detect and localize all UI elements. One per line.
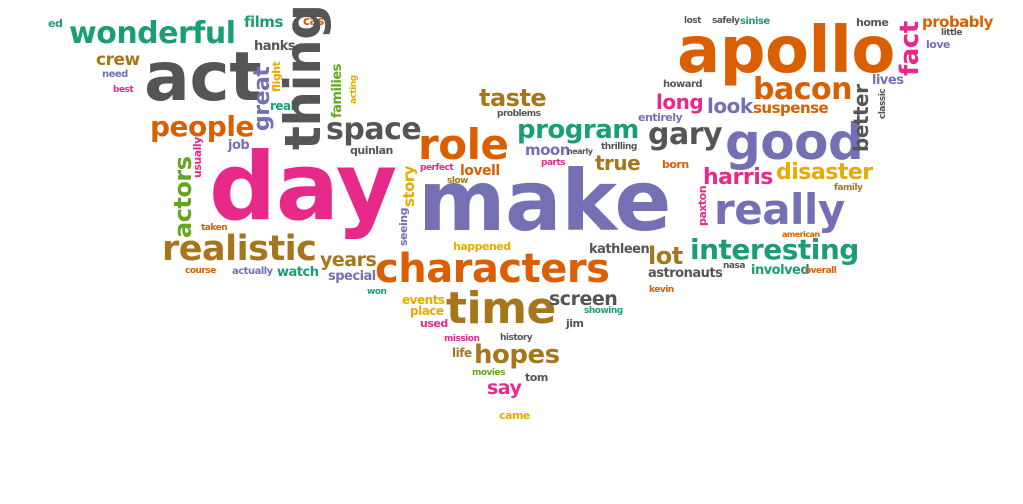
word-good: good [725,113,864,171]
word-course: course [185,266,216,276]
word-time: time [446,283,556,334]
word-story: story [400,165,418,207]
word-role: role [418,120,509,169]
word-need: need [102,69,128,80]
word-movies: movies [472,368,505,378]
word-cast: cast [303,14,330,28]
word-realistic: realistic [162,229,317,269]
word-happened: happened [453,240,511,253]
word-won: won [367,287,387,297]
word-day: day [209,133,397,242]
word-act: act [144,38,262,117]
word-seeing: seeing [397,208,410,246]
word-family: family [834,183,863,193]
word-suspense: suspense [753,99,829,117]
word-nasa: nasa [723,261,745,271]
word-perfect: perfect [420,163,454,173]
word-say: say [487,377,522,399]
word-actors: actors [169,156,197,238]
word-lives: lives [872,73,904,88]
word-thrilling: thrilling [601,142,637,152]
word-involved: involved [751,263,810,278]
word-job: job [228,138,250,153]
word-slow: slow [447,176,468,186]
word-space: space [326,112,422,147]
word-ed: ed [48,17,63,30]
word-lost: lost [684,16,701,26]
word-fact: fact [895,21,925,76]
word-kathleen: kathleen [589,242,650,257]
word-look: look [707,94,753,118]
word-years: years [320,249,377,271]
word-born: born [662,158,689,171]
word-watch: watch [277,265,319,280]
word-jim: jim [566,317,584,330]
word-long: long [656,90,704,114]
word-lovell: lovell [460,163,500,179]
word-bacon: bacon [753,72,852,107]
word-probably: probably [922,13,993,31]
word-little: little [941,28,962,38]
word-gary: gary [648,117,723,152]
word-astronauts: astronauts [648,266,723,281]
word-place: place [410,304,444,318]
word-problems: problems [497,109,541,119]
word-mission: mission [444,334,480,344]
word-apollo: apollo [677,14,895,88]
word-american: american [782,230,820,239]
word-best: best [113,85,134,95]
word-make: make [418,152,671,250]
word-taste: taste [479,84,547,112]
word-harris: harris [703,165,773,190]
word-families: families [330,64,345,118]
word-entirely: entirely [638,111,683,124]
word-really: really [714,185,845,234]
word-lot: lot [648,242,683,270]
word-love: love [926,38,950,51]
word-true: true [595,151,641,175]
word-crew: crew [96,50,140,70]
word-home: home [856,16,889,29]
word-acting: acting [349,75,359,104]
word-films: films [244,13,283,31]
word-wonderful: wonderful [69,16,236,51]
word-taken: taken [201,223,228,233]
word-classic: classic [878,88,888,119]
word-tom: tom [525,371,548,384]
word-events: events [402,293,445,307]
word-safely: safely [712,16,740,26]
word-thing: thing [274,4,332,150]
word-actually: actually [232,266,273,277]
word-paxton: paxton [696,185,709,226]
word-hopes: hopes [474,340,560,370]
word-kevin: kevin [649,285,674,295]
word-life: life [452,346,472,360]
word-quinlan: quinlan [350,144,393,157]
word-disaster: disaster [776,160,873,185]
word-program: program [517,115,639,145]
word-history: history [500,333,533,343]
word-used: used [420,317,448,330]
word-characters: characters [375,246,610,292]
word-screen: screen [549,288,618,310]
word-better: better [849,84,873,152]
word-sinise: sinise [740,16,770,27]
word-people: people [150,110,254,143]
word-nearly: nearly [567,147,593,156]
word-overall: overall [805,266,837,276]
word-moon: moon [525,141,570,159]
word-interesting: interesting [690,233,859,266]
word-showing: showing [584,306,623,316]
word-came: came [499,409,530,422]
word-real: real [270,99,295,113]
word-howard: howard [663,79,703,90]
word-hanks: hanks [254,39,296,54]
word-special: special [328,269,376,284]
word-parts: parts [541,158,566,168]
